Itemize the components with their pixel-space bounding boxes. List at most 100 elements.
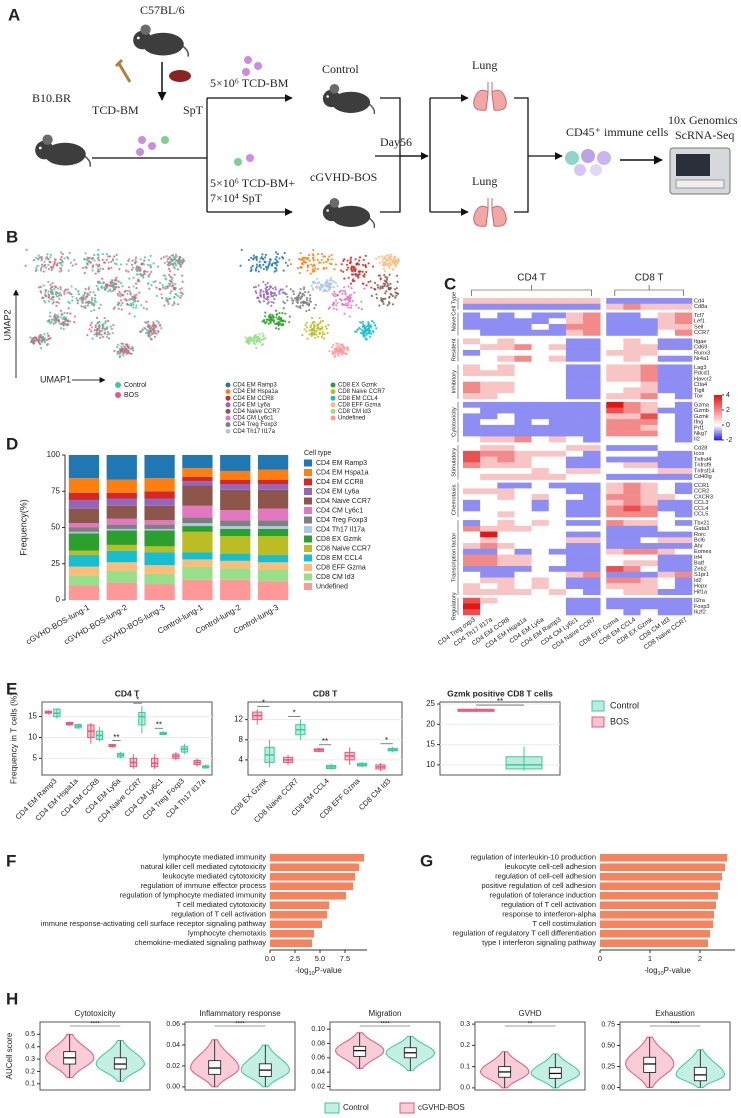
heatmap-cell (497, 609, 515, 616)
umap-point (140, 273, 143, 276)
umap-point (352, 278, 355, 281)
umap-point (385, 290, 388, 293)
umap-point (365, 270, 368, 274)
heatmap-cell (583, 548, 601, 555)
umap-point (303, 328, 306, 331)
umap-point (74, 263, 77, 266)
heatmap-cell (623, 609, 641, 616)
umap-point (155, 332, 158, 335)
heatmap-cell (497, 393, 515, 400)
heatmap-cell (674, 571, 693, 578)
umap-point (394, 296, 397, 299)
heatmap-cell (565, 560, 584, 567)
heatmap-cell (657, 318, 676, 325)
umap-point (106, 284, 109, 287)
heatmap-cell (640, 577, 658, 584)
umap-point (278, 257, 281, 260)
spleen-icon (169, 70, 191, 82)
legend-label: CD4 CM Ly6c1 (233, 416, 274, 422)
umap-point (305, 296, 309, 300)
umap-point (328, 262, 332, 265)
umap-point (345, 304, 348, 307)
heatmap-cell (463, 355, 481, 362)
heatmap-cell (583, 407, 601, 414)
heatmap-cell (583, 589, 601, 596)
umap-point (281, 256, 284, 259)
umap-point (96, 265, 99, 268)
heatmap-cell (623, 473, 641, 480)
umap-point (129, 293, 132, 296)
umap-point (257, 337, 260, 340)
umap-point (306, 301, 309, 304)
umap-point (150, 329, 153, 332)
row-label: Tnfrsf9 (694, 463, 711, 469)
heatmap-cell (640, 318, 658, 325)
heatmap-cell (514, 571, 532, 578)
umap-point (98, 307, 101, 310)
colorbar-tick-label: 0 (726, 422, 730, 429)
umap-point (262, 258, 265, 261)
umap-point (301, 256, 304, 259)
heatmap-cell (583, 381, 601, 388)
umap-point (314, 329, 317, 333)
heatmap-cell (565, 393, 584, 400)
row-label: Gzma (694, 402, 710, 408)
umap-point (394, 264, 397, 267)
umap-point (365, 284, 368, 287)
umap-point (119, 295, 122, 298)
heatmap-cell (623, 597, 641, 604)
heatmap-cell (497, 511, 515, 518)
umap-point (53, 287, 56, 291)
heatmap-cell (514, 323, 532, 331)
umap-point (96, 322, 99, 325)
umap-point (248, 336, 251, 339)
heatmap-cell (497, 560, 515, 567)
umap-point (39, 285, 42, 289)
heatmap-cell (480, 298, 498, 305)
heatmap-cell (583, 566, 601, 573)
heatmap-cell (606, 531, 624, 538)
umap-point (115, 276, 118, 279)
heatmap-cell (497, 566, 515, 573)
umap-point (47, 267, 51, 271)
row-label: Nr4a1 (694, 356, 709, 362)
bar-segment (182, 481, 213, 486)
umap-point (321, 325, 324, 329)
umap-point (47, 300, 51, 303)
umap-point (61, 317, 65, 321)
heatmap-cell (623, 381, 641, 388)
heatmap-cell (548, 609, 567, 616)
colorbar-tick-label: 4 (726, 392, 730, 399)
umap-point (326, 281, 329, 284)
bar-segment (182, 566, 213, 580)
heatmap-cell (497, 520, 515, 527)
heatmap-cell (531, 609, 550, 616)
umap-point (125, 302, 129, 306)
bar-segment (182, 559, 213, 567)
legend-swatch (304, 573, 312, 581)
umap-point (257, 284, 260, 287)
heatmap-cell (674, 589, 693, 596)
colorbar-step (714, 407, 722, 409)
heatmap-cell (548, 329, 567, 336)
heatmap-cell (531, 488, 550, 495)
legend-label: CD4 EM Ly6a (233, 402, 271, 408)
heatmap-cell (606, 597, 624, 604)
umap-point (144, 331, 148, 335)
heatmap-cell (548, 571, 567, 578)
umap-point (281, 288, 284, 291)
umap-point (50, 291, 53, 294)
umap-point (394, 265, 397, 268)
umap-point (386, 262, 389, 266)
heatmap-cell (480, 436, 498, 443)
umap-point (90, 309, 93, 313)
umap-point (180, 294, 183, 297)
umap-point (71, 299, 74, 302)
umap-point (102, 323, 105, 326)
colorbar-step (714, 432, 722, 435)
x-tick-label: 0.0 (265, 954, 275, 963)
umap-point (40, 258, 43, 262)
umap-point (92, 303, 96, 307)
umap-point (320, 252, 324, 256)
umap-point (113, 306, 116, 309)
